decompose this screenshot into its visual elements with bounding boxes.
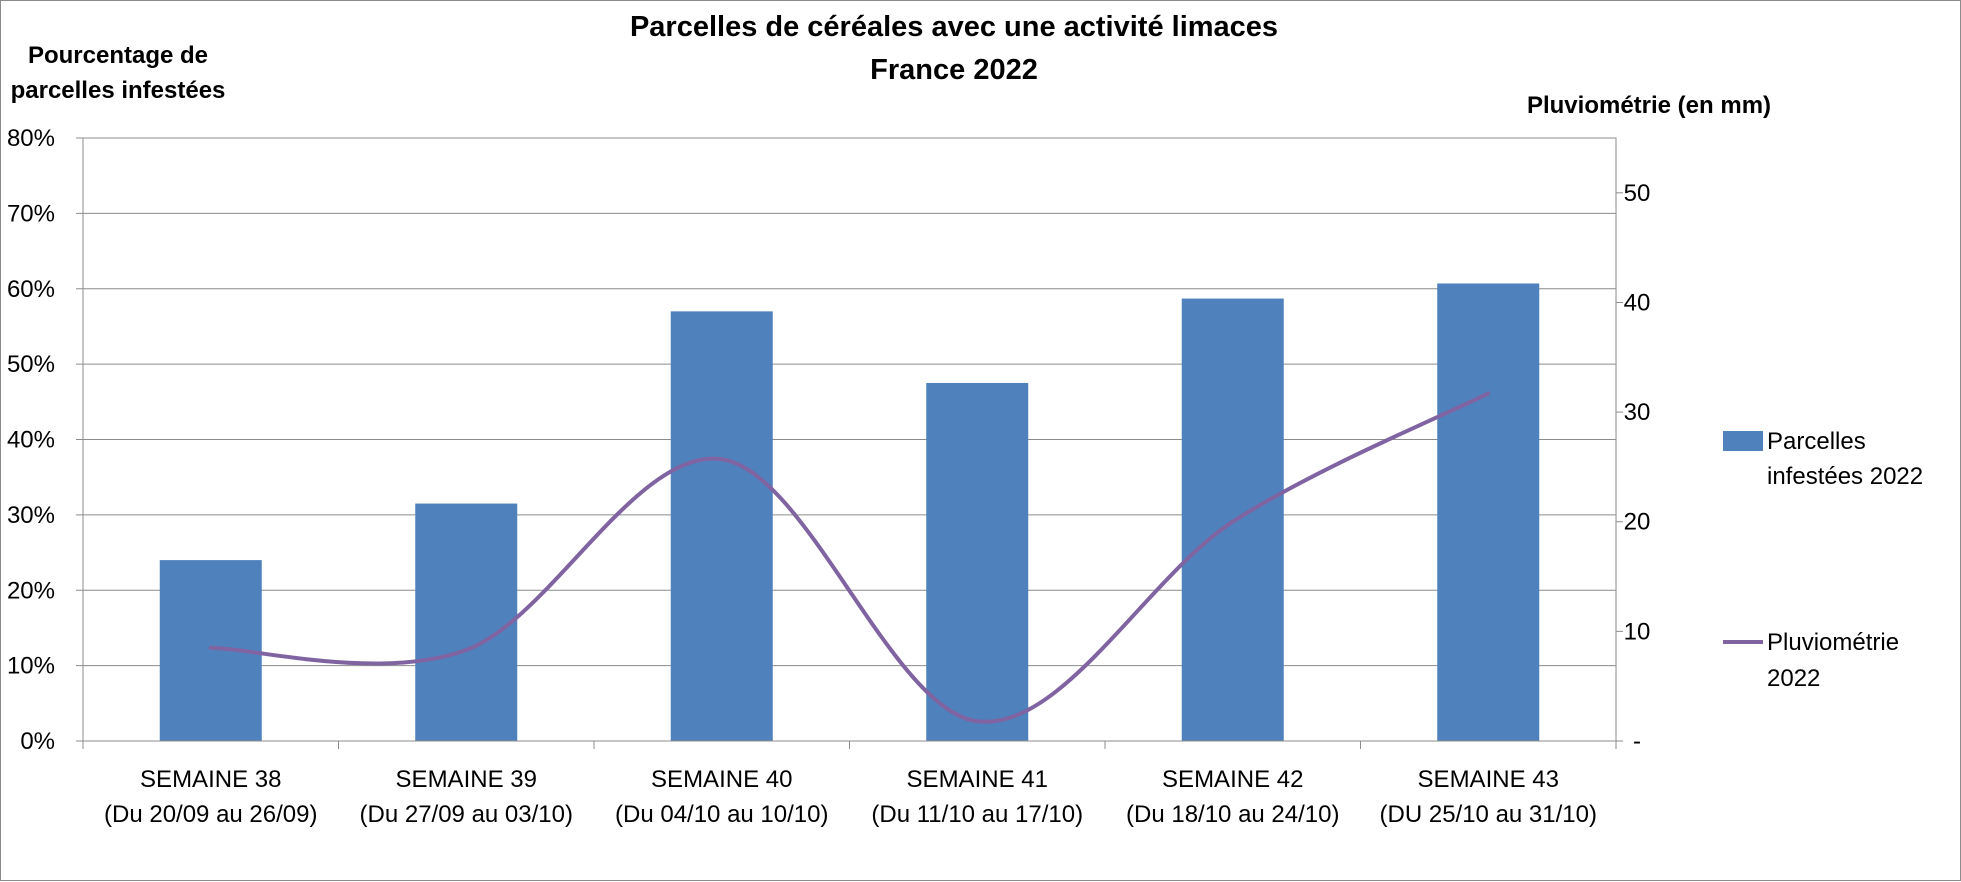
left-tick-label: 10% (7, 653, 55, 680)
left-tick-label: 20% (7, 577, 55, 604)
left-tick-label: 30% (7, 502, 55, 529)
left-axis-title-line2: parcelles infestées (11, 77, 226, 104)
left-tick-label: 50% (7, 351, 55, 378)
x-category-label: SEMAINE 42 (1162, 766, 1303, 793)
chart-subtitle: France 2022 (870, 54, 1038, 86)
right-tick-label: 20 (1624, 509, 1651, 536)
bar (670, 311, 773, 741)
bar (415, 503, 518, 741)
legend-bar-label: Parcelles (1767, 428, 1866, 455)
x-category-sublabel: (Du 20/09 au 26/09) (104, 801, 317, 828)
legend-line-label-line2: 2022 (1767, 665, 1820, 692)
legend-line-label: Pluviométrie (1767, 629, 1899, 656)
x-category-sublabel: (Du 27/09 au 03/10) (360, 801, 573, 828)
x-category-sublabel: (Du 11/10 au 17/10) (871, 801, 1083, 828)
right-axis-title: Pluviométrie (en mm) (1527, 92, 1771, 119)
left-tick-label: 80% (7, 125, 55, 152)
bar (926, 382, 1029, 741)
right-tick-label: 30 (1624, 399, 1651, 426)
left-axis-title: Pourcentage de (28, 42, 208, 69)
right-tick-label: 40 (1624, 289, 1651, 316)
x-category-label: SEMAINE 43 (1418, 766, 1559, 793)
legend-bar-swatch (1723, 431, 1763, 451)
left-tick-label: 0% (20, 728, 55, 755)
x-category-sublabel: (Du 18/10 au 24/10) (1126, 801, 1339, 828)
x-category-label: SEMAINE 39 (396, 766, 537, 793)
right-tick-label: 50 (1624, 180, 1651, 207)
left-tick-label: 40% (7, 427, 55, 454)
bar (1437, 283, 1540, 741)
right-tick-label: - (1633, 728, 1641, 755)
x-category-sublabel: (Du 04/10 au 10/10) (615, 801, 828, 828)
x-category-label: SEMAINE 41 (907, 766, 1048, 793)
x-category-label: SEMAINE 38 (140, 766, 281, 793)
legend-bar-label-line2: infestées 2022 (1767, 463, 1923, 490)
chart-title: Parcelles de céréales avec une activité … (630, 11, 1278, 43)
x-category-sublabel: (DU 25/10 au 31/10) (1380, 801, 1597, 828)
left-tick-label: 70% (7, 200, 55, 227)
right-tick-label: 10 (1624, 618, 1651, 645)
x-category-label: SEMAINE 40 (651, 766, 792, 793)
left-tick-label: 60% (7, 276, 55, 303)
rainfall-line (208, 391, 1491, 724)
